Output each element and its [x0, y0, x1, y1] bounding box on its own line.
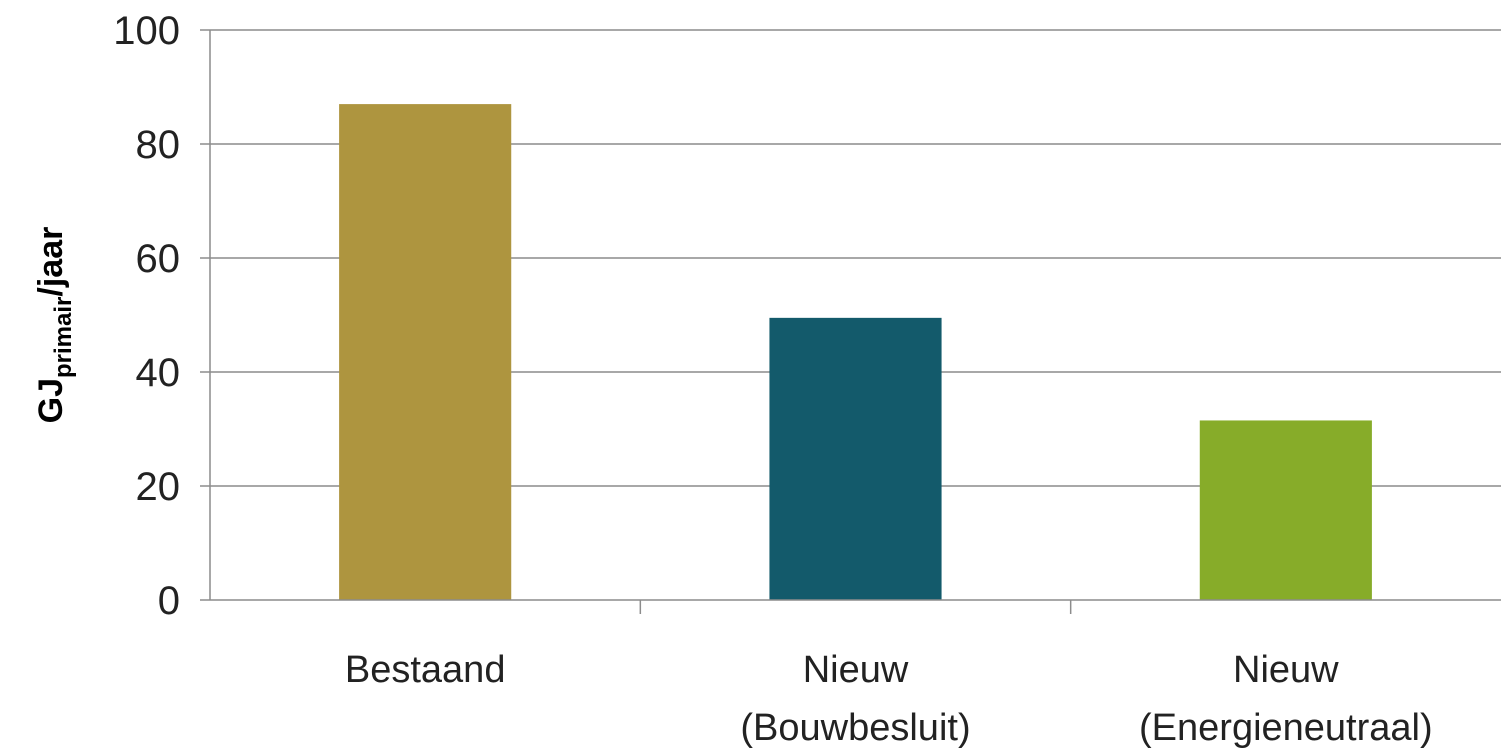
y-axis-label-subscript: primair — [50, 297, 77, 378]
bars — [339, 104, 1372, 600]
y-tick-label: 40 — [136, 351, 181, 395]
x-category-label: (Energieneutraal) — [1139, 707, 1433, 749]
y-tick-label: 20 — [136, 465, 181, 509]
y-axis-label-main: GJ — [32, 378, 70, 423]
y-tick-labels: 0 20 40 60 80 100 — [113, 9, 180, 623]
y-tick-label: 60 — [136, 237, 181, 281]
y-tick-label: 100 — [113, 9, 180, 53]
x-category-labels: Bestaand Nieuw (Bouwbesluit) Nieuw (Energien… — [345, 649, 1433, 749]
x-category-label: Bestaand — [345, 649, 506, 691]
x-category-label: Nieuw — [1233, 649, 1339, 691]
y-tick-label: 80 — [136, 123, 181, 167]
x-category-label: (Bouwbesluit) — [740, 707, 970, 749]
bar — [769, 317, 942, 600]
y-axis-label-suffix: /jaar — [32, 227, 70, 297]
bar — [339, 104, 512, 600]
bar — [1199, 420, 1372, 600]
y-axis-label: GJprimair/jaar — [32, 227, 77, 424]
axes — [200, 29, 1501, 614]
y-tick-label: 0 — [158, 579, 180, 623]
x-category-label: Nieuw — [803, 649, 909, 691]
